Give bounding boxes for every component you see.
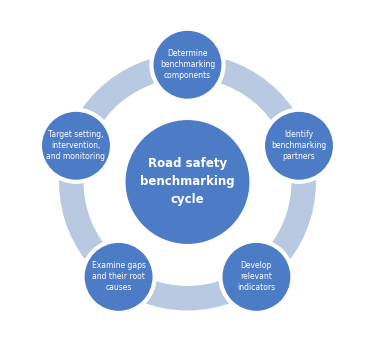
Text: Identify
benchmarking
partners: Identify benchmarking partners <box>272 130 327 161</box>
Text: Examine gaps
and their root
causes: Examine gaps and their root causes <box>92 261 146 292</box>
Circle shape <box>86 244 152 310</box>
Circle shape <box>219 240 294 314</box>
Circle shape <box>39 108 114 183</box>
Circle shape <box>43 112 109 179</box>
Text: Determine
benchmarking
components: Determine benchmarking components <box>160 49 215 80</box>
Text: Road safety
benchmarking
cycle: Road safety benchmarking cycle <box>140 158 235 206</box>
Circle shape <box>261 108 336 183</box>
Circle shape <box>223 244 290 310</box>
Text: Target setting,
intervention,
and monitoring: Target setting, intervention, and monito… <box>46 130 105 161</box>
Circle shape <box>121 115 254 249</box>
Circle shape <box>126 121 249 243</box>
Circle shape <box>150 27 225 102</box>
Circle shape <box>266 112 332 179</box>
Text: Develop
relevant
indicators: Develop relevant indicators <box>237 261 276 292</box>
Circle shape <box>84 79 291 285</box>
Circle shape <box>154 32 221 98</box>
Circle shape <box>60 54 315 310</box>
Circle shape <box>81 240 156 314</box>
